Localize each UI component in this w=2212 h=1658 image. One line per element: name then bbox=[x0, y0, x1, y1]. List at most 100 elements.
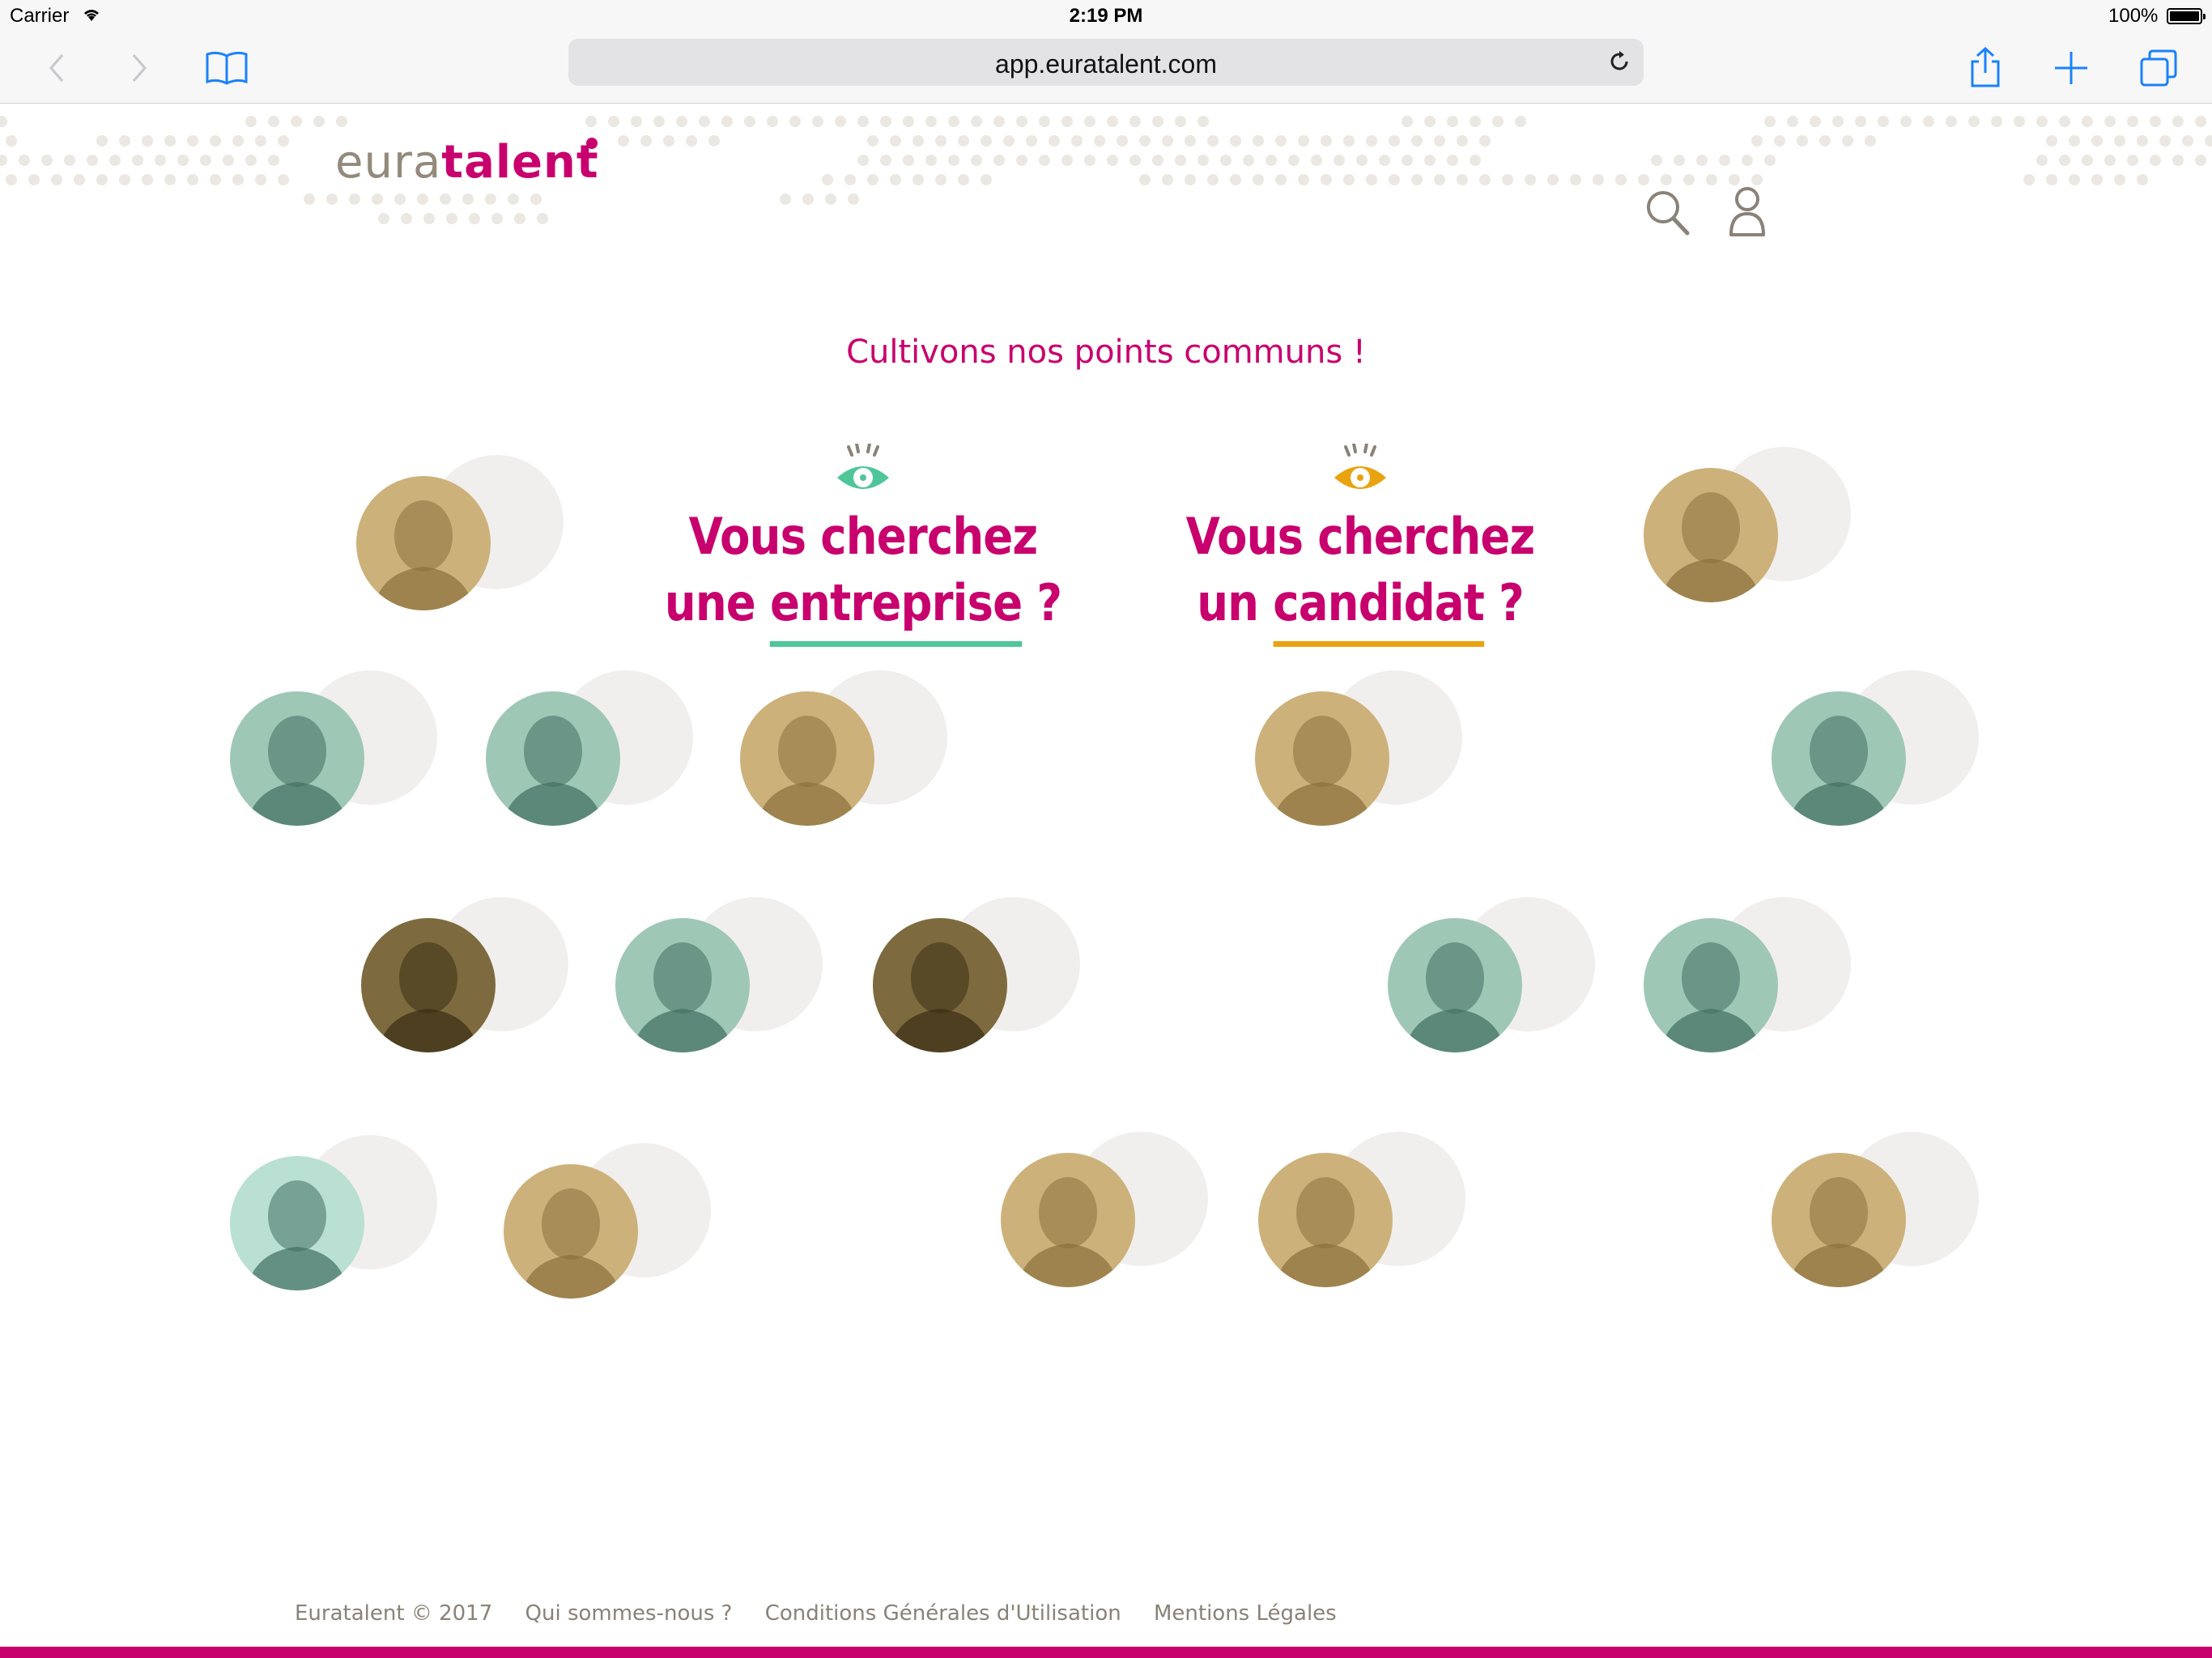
header-dot bbox=[1389, 174, 1400, 185]
header-dot bbox=[304, 193, 315, 205]
header-dot bbox=[1855, 116, 1866, 127]
header-dot bbox=[2195, 116, 2206, 127]
header-dot bbox=[210, 174, 221, 185]
member-avatar[interactable] bbox=[486, 670, 693, 826]
member-avatar[interactable] bbox=[1001, 1132, 1208, 1287]
header-dot bbox=[1457, 135, 1468, 147]
member-avatar[interactable] bbox=[740, 670, 947, 826]
member-avatar[interactable] bbox=[230, 1135, 437, 1290]
header-dot bbox=[268, 155, 279, 166]
header-dot bbox=[1026, 135, 1037, 147]
member-avatar[interactable] bbox=[1772, 670, 1979, 826]
member-avatar[interactable] bbox=[361, 897, 568, 1052]
header-dot bbox=[1288, 155, 1300, 166]
header-dot bbox=[1447, 155, 1458, 166]
header-dot bbox=[64, 155, 75, 166]
user-icon[interactable] bbox=[1721, 185, 1773, 241]
header-dot bbox=[2046, 135, 2057, 147]
header-dot bbox=[2091, 174, 2103, 185]
header-dot bbox=[1470, 116, 1481, 127]
browser-toolbar: app.euratalent.com bbox=[0, 32, 2212, 104]
eye-icon bbox=[1334, 444, 1386, 489]
header-dot bbox=[2127, 116, 2138, 127]
header-dot bbox=[278, 135, 289, 147]
header-dot bbox=[2082, 116, 2093, 127]
header-dot bbox=[1185, 135, 1196, 147]
header-dot bbox=[2069, 135, 2080, 147]
header-dot bbox=[187, 174, 198, 185]
member-avatar[interactable] bbox=[1644, 447, 1851, 602]
header-dot bbox=[0, 155, 7, 166]
member-avatar[interactable] bbox=[1255, 670, 1462, 826]
header-dot bbox=[1764, 155, 1776, 166]
header-dot bbox=[1175, 116, 1186, 127]
header-dot bbox=[1175, 155, 1186, 166]
footer-legal-link[interactable]: Mentions Légales bbox=[1153, 1601, 1337, 1626]
header-dot bbox=[993, 155, 1005, 166]
header-dot bbox=[41, 155, 53, 166]
footer: Euratalent © 2017 Qui sommes-nous ? Cond… bbox=[295, 1601, 1363, 1626]
header-dot bbox=[948, 155, 959, 166]
header-dot bbox=[378, 213, 389, 224]
member-avatar[interactable] bbox=[1388, 897, 1595, 1052]
header-dot bbox=[880, 155, 891, 166]
member-avatar[interactable] bbox=[1772, 1132, 1979, 1287]
header-dot bbox=[1683, 174, 1695, 185]
member-avatar[interactable] bbox=[1258, 1132, 1465, 1287]
header-dot bbox=[2114, 174, 2125, 185]
header-dot bbox=[912, 135, 924, 147]
avatar-photo bbox=[230, 691, 364, 826]
header-dot bbox=[1049, 135, 1060, 147]
header-dot bbox=[1615, 174, 1627, 185]
header-dot bbox=[142, 135, 153, 147]
choice-entreprise[interactable]: Vous cherchez une entreprise ? bbox=[620, 444, 1106, 647]
header-dot bbox=[890, 174, 901, 185]
header-dot bbox=[28, 174, 40, 185]
choice-candidat[interactable]: Vous cherchez un candidat ? bbox=[1117, 444, 1603, 647]
header-dot bbox=[767, 116, 778, 127]
header-dot bbox=[336, 116, 347, 127]
header-dot bbox=[372, 193, 383, 205]
new-tab-icon[interactable] bbox=[2047, 44, 2095, 92]
header-dot bbox=[2205, 135, 2212, 147]
url-text[interactable]: app.euratalent.com bbox=[995, 49, 1217, 79]
choice-candidat-prefix: un bbox=[1197, 573, 1274, 632]
share-icon[interactable] bbox=[1961, 44, 2010, 92]
header-dot bbox=[1039, 155, 1050, 166]
address-bar[interactable]: app.euratalent.com bbox=[568, 39, 1644, 86]
member-avatar[interactable] bbox=[230, 670, 437, 826]
member-avatar[interactable] bbox=[873, 897, 1080, 1052]
header-dot bbox=[1061, 155, 1073, 166]
logo[interactable]: euratalent bbox=[335, 136, 599, 189]
search-icon[interactable] bbox=[1642, 185, 1694, 241]
header-dot bbox=[640, 135, 652, 147]
footer-terms-link[interactable]: Conditions Générales d'Utilisation bbox=[764, 1601, 1121, 1626]
header-dot bbox=[925, 155, 937, 166]
header-dot bbox=[278, 174, 289, 185]
tabs-icon[interactable] bbox=[2134, 44, 2183, 92]
header-dot bbox=[1946, 116, 1957, 127]
header-dot bbox=[1298, 174, 1309, 185]
header-dot bbox=[394, 193, 406, 205]
member-avatar[interactable] bbox=[615, 897, 823, 1052]
header-dot bbox=[349, 193, 360, 205]
bookmarks-icon[interactable] bbox=[202, 44, 251, 92]
header-dot bbox=[96, 135, 108, 147]
header-dot bbox=[1321, 174, 1332, 185]
reload-icon[interactable] bbox=[1606, 49, 1632, 79]
member-avatar[interactable] bbox=[356, 455, 564, 610]
back-icon[interactable] bbox=[32, 44, 81, 92]
header-dot bbox=[1878, 116, 1889, 127]
header-dot bbox=[187, 135, 198, 147]
footer-about-link[interactable]: Qui sommes-nous ? bbox=[525, 1601, 733, 1626]
avatar-photo bbox=[486, 691, 620, 826]
header-dot bbox=[608, 116, 619, 127]
header-dot bbox=[177, 155, 189, 166]
header-dot bbox=[880, 116, 891, 127]
member-avatar[interactable] bbox=[1644, 897, 1851, 1052]
member-avatar[interactable] bbox=[504, 1143, 711, 1299]
header-dot bbox=[1651, 155, 1662, 166]
forward-icon[interactable] bbox=[115, 44, 164, 92]
header-dot bbox=[508, 193, 519, 205]
logo-talent: talent bbox=[441, 136, 599, 189]
